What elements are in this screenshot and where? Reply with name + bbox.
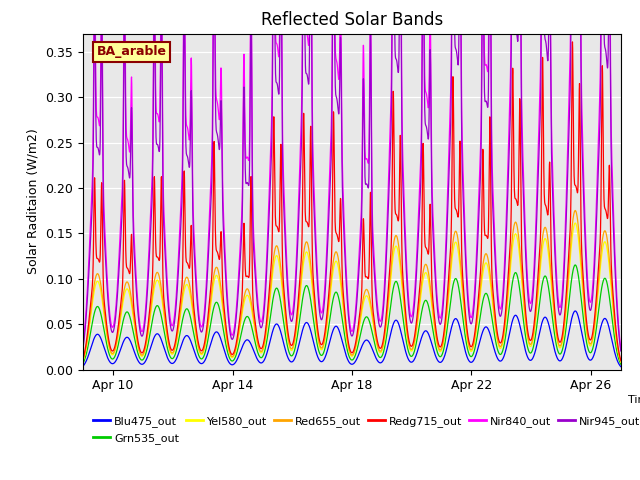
Title: Reflected Solar Bands: Reflected Solar Bands xyxy=(261,11,443,29)
Legend: Blu475_out, Grn535_out, Yel580_out, Red655_out, Redg715_out, Nir840_out, Nir945_: Blu475_out, Grn535_out, Yel580_out, Red6… xyxy=(89,412,640,448)
Y-axis label: Solar Raditaion (W/m2): Solar Raditaion (W/m2) xyxy=(27,129,40,275)
Text: Time: Time xyxy=(628,395,640,405)
Text: BA_arable: BA_arable xyxy=(97,45,166,59)
